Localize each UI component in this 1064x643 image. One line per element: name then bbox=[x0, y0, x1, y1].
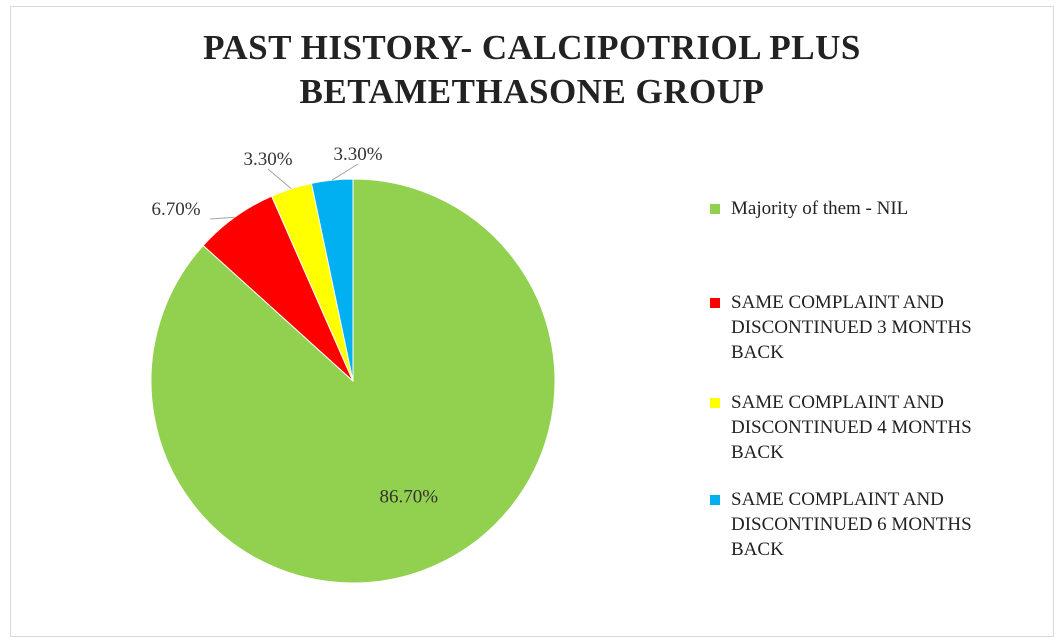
chart-title-line-1: PAST HISTORY- CALCIPOTRIOL PLUS bbox=[203, 28, 861, 67]
legend-label-nil: Majority of them - NIL bbox=[731, 198, 909, 219]
data-label-3-months: 6.70% bbox=[151, 199, 200, 220]
legend-swatch-nil bbox=[710, 204, 720, 214]
legend-label-6-months: SAME COMPLAINT AND DISCONTINUED 6 MONTHS… bbox=[731, 489, 972, 560]
data-label-nil: 86.70% bbox=[380, 486, 439, 507]
legend-swatch-3-months bbox=[710, 298, 720, 308]
legend-label-4-months: SAME COMPLAINT AND DISCONTINUED 4 MONTHS… bbox=[731, 392, 972, 463]
leader-line-4-months bbox=[267, 168, 292, 190]
chart-title-line-2: BETAMETHASONE GROUP bbox=[299, 72, 765, 111]
leader-line-6-months bbox=[331, 163, 359, 181]
data-label-4-months: 3.30% bbox=[243, 149, 292, 170]
legend-swatch-4-months bbox=[710, 398, 720, 408]
data-label-6-months: 3.30% bbox=[333, 144, 382, 165]
legend-swatch-6-months bbox=[710, 495, 720, 505]
legend-label-3-months: SAME COMPLAINT AND DISCONTINUED 3 MONTHS… bbox=[731, 292, 972, 363]
chart-title: PAST HISTORY- CALCIPOTRIOL PLUS BETAMETH… bbox=[0, 26, 1064, 114]
leader-line-3-months bbox=[209, 216, 235, 220]
